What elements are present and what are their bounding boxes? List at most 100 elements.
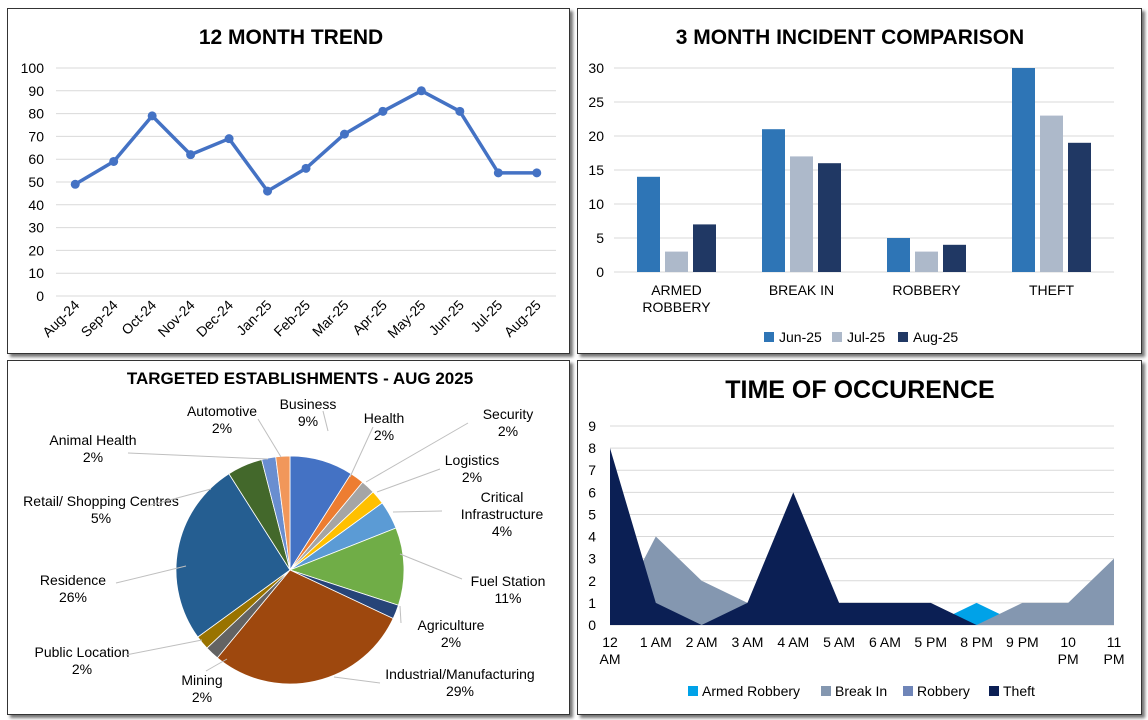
incident-comparison-panel: 3 MONTH INCIDENT COMPARISON 0 5 10 15 20 25 30 A… [577, 8, 1142, 354]
leader-line [127, 452, 269, 460]
leader-line [399, 553, 463, 580]
data-point [224, 134, 234, 144]
pie-slice [275, 455, 291, 571]
trend-chart: 12 MONTH TREND 0 10 20 30 40 50 60 70 80 90 100 Aug-… [21, 26, 556, 341]
bar [818, 163, 841, 272]
legend-label: Break In [835, 683, 887, 699]
legend-swatch [764, 332, 774, 342]
bar [1068, 142, 1091, 272]
pie-label: Agriculture 2% [418, 617, 485, 650]
y-tick-label: 20 [588, 128, 604, 144]
x-tick-label: Jul-25 [467, 297, 505, 335]
data-point [70, 179, 80, 189]
y-tick-label: 10 [28, 265, 44, 281]
data-point [378, 106, 388, 116]
y-tick-label: 0 [596, 264, 604, 280]
pie-label: Retail/ Shopping Centres 5% [23, 493, 179, 526]
y-tick-label: 10 [588, 196, 604, 212]
x-tick-label: 4 AM [777, 634, 809, 650]
pie-label: Fuel Station 11% [471, 573, 546, 606]
chart-title: TARGETED ESTABLISHMENTS - AUG 2025 [127, 369, 473, 388]
data-point [339, 129, 349, 139]
data-point [263, 186, 273, 196]
x-tick-label: THEFT [1029, 282, 1075, 298]
bar [790, 156, 813, 272]
pie-slice [216, 569, 394, 685]
leader-line [365, 422, 469, 483]
x-tick-label: 2 AM [686, 634, 718, 650]
pie-label: Public Location 2% [35, 644, 130, 677]
y-tick-label: 15 [588, 162, 604, 178]
leader-line [392, 510, 443, 513]
pie-slice [288, 527, 405, 606]
x-tick-label: Jun-25 [425, 297, 467, 339]
data-point [493, 168, 503, 178]
pie-label: Residence 26% [40, 572, 106, 605]
area-series [610, 448, 1114, 625]
incident-comparison-chart: 3 MONTH INCIDENT COMPARISON 0 5 10 15 20 25 30 A… [588, 26, 1114, 345]
x-tick-label: 3 AM [732, 634, 764, 650]
x-tick-label: Mar-25 [309, 297, 352, 340]
x-tick-label: 11 PM [1104, 634, 1125, 667]
x-tick-label: 10 PM [1058, 634, 1079, 667]
bar [1012, 68, 1035, 272]
targeted-establishments-chart: TARGETED ESTABLISHMENTS - AUG 2025 Busine… [23, 369, 546, 705]
y-tick-label: 5 [588, 506, 596, 522]
legend-swatch [688, 686, 698, 696]
x-tick-label: 5 AM [823, 634, 855, 650]
x-tick-label: 1 AM [640, 634, 672, 650]
x-tick-label: 9 PM [1006, 634, 1039, 650]
leader-line [257, 418, 282, 458]
y-tick-label: 90 [28, 83, 44, 99]
leader-line [333, 676, 381, 684]
y-tick-label: 25 [588, 94, 604, 110]
x-tick-label: Aug-25 [501, 297, 544, 340]
legend-label: Robbery [917, 683, 970, 699]
y-tick-label: 20 [28, 242, 44, 258]
x-tick-label: Dec-24 [193, 297, 236, 340]
pie-label: Logistics 2% [445, 452, 499, 485]
data-point [301, 163, 311, 173]
legend-label: Aug-25 [913, 329, 958, 345]
x-tick-label: Feb-25 [270, 297, 313, 340]
legend-swatch [989, 686, 999, 696]
x-tick-label: Aug-24 [39, 297, 82, 340]
x-tick-label: Nov-24 [155, 297, 198, 340]
leader-line [399, 605, 402, 624]
chart-title: 12 MONTH TREND [199, 26, 383, 49]
leader-line [205, 658, 228, 672]
y-tick-label: 3 [588, 551, 596, 567]
bar [665, 251, 688, 272]
leader-line [322, 410, 329, 432]
pie-label: Security 2% [483, 406, 534, 439]
y-tick-label: 80 [28, 106, 44, 122]
y-tick-label: 5 [596, 230, 604, 246]
trend-chart-panel: 12 MONTH TREND 0 10 20 30 40 50 60 70 80 90 100 Aug-… [7, 8, 570, 354]
x-tick-label: Oct-24 [118, 297, 159, 338]
pie-label: Business 9% [280, 396, 337, 429]
x-tick-label: 5 PM [914, 634, 947, 650]
time-of-occurrence-chart: TIME OF OCCURENCE 0 1 2 3 4 5 6 7 8 9 12 AM 1 AM 2 AM 3… [588, 376, 1125, 699]
x-tick-label: Jan-25 [233, 297, 275, 339]
y-tick-label: 7 [588, 462, 596, 478]
pie-label: Mining 2% [181, 672, 222, 705]
chart-title: 3 MONTH INCIDENT COMPARISON [676, 26, 1024, 49]
pie-label: Automotive 2% [187, 403, 257, 436]
bar [762, 129, 785, 272]
trend-line [74, 89, 537, 193]
bar [943, 244, 966, 272]
y-tick-label: 6 [588, 484, 596, 500]
data-point [186, 150, 196, 160]
leader-line [125, 639, 203, 656]
x-tick-label: BREAK IN [769, 282, 834, 298]
data-point [532, 168, 542, 178]
y-tick-label: 9 [588, 418, 596, 434]
leader-line [115, 565, 187, 584]
legend-label: Theft [1003, 683, 1035, 699]
area-series [610, 536, 1114, 625]
y-tick-label: 30 [588, 60, 604, 76]
chart-title: TIME OF OCCURENCE [725, 376, 994, 404]
x-tick-label: Sep-24 [78, 297, 121, 340]
legend-swatch [903, 686, 913, 696]
y-tick-label: 1 [588, 595, 596, 611]
